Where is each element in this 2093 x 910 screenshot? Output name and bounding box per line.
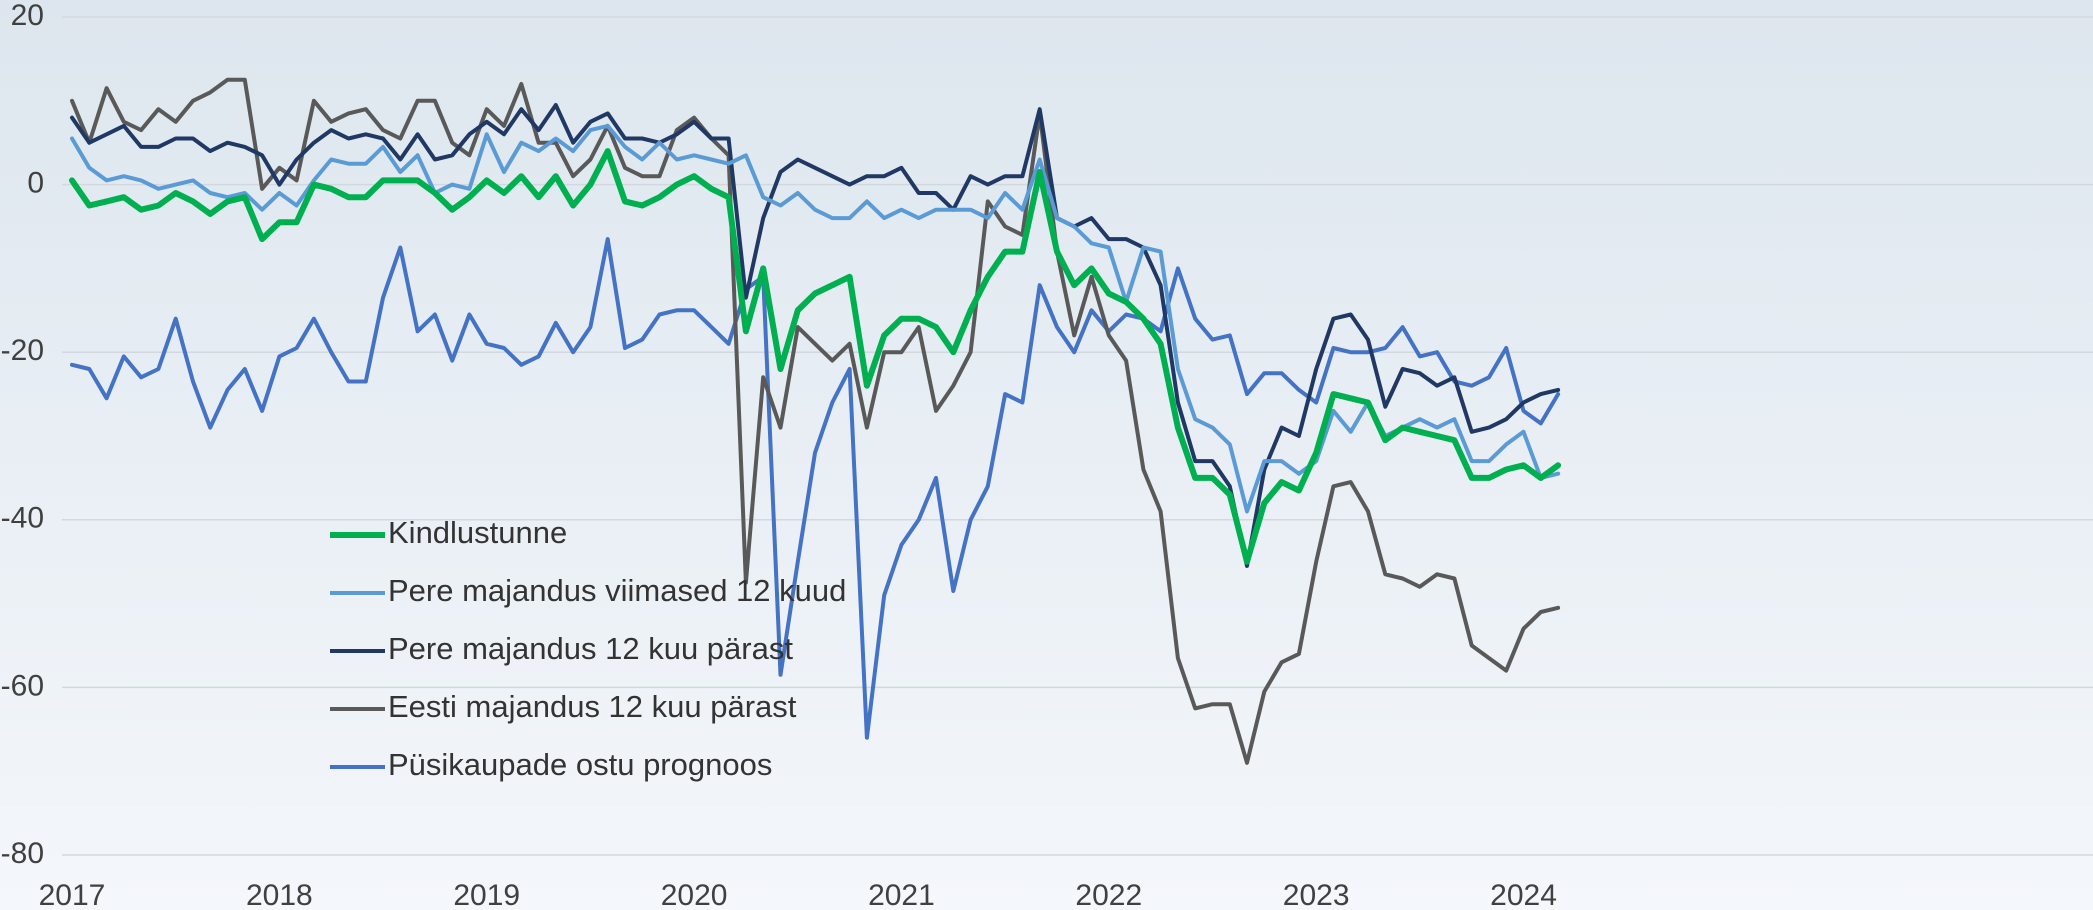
legend-label: Kindlustunne xyxy=(388,515,567,550)
x-tick-label: 2024 xyxy=(1490,879,1557,910)
series-line xyxy=(70,103,1561,568)
y-tick-label: -40 xyxy=(1,502,44,535)
y-tick-label: -20 xyxy=(1,334,44,367)
legend: Kindlustunne Pere majandus viimased 12 ku… xyxy=(330,515,846,782)
x-tick-label: 2020 xyxy=(661,879,728,910)
lines xyxy=(69,77,1562,765)
x-tick-label: 2023 xyxy=(1283,879,1350,910)
series-line xyxy=(70,77,1561,765)
y-tick-label: 0 xyxy=(27,167,44,200)
x-tick-label: 2018 xyxy=(246,879,313,910)
x-tick-label: 2021 xyxy=(868,879,935,910)
series-line xyxy=(69,148,1562,565)
y-tick-label: 20 xyxy=(11,0,44,32)
legend-label: Pere majandus 12 kuu pärast xyxy=(388,631,793,666)
x-tick-label: 2019 xyxy=(453,879,520,910)
x-tick-label: 2017 xyxy=(39,879,106,910)
y-tick-label: -80 xyxy=(1,837,44,870)
legend-label: Pere majandus viimased 12 kuud xyxy=(388,573,846,608)
legend-label: Püsikaupade ostu prognoos xyxy=(388,747,772,782)
legend-label: Eesti majandus 12 kuu pärast xyxy=(388,689,797,724)
y-tick-label: -60 xyxy=(1,669,44,702)
x-tick-label: 2022 xyxy=(1075,879,1142,910)
